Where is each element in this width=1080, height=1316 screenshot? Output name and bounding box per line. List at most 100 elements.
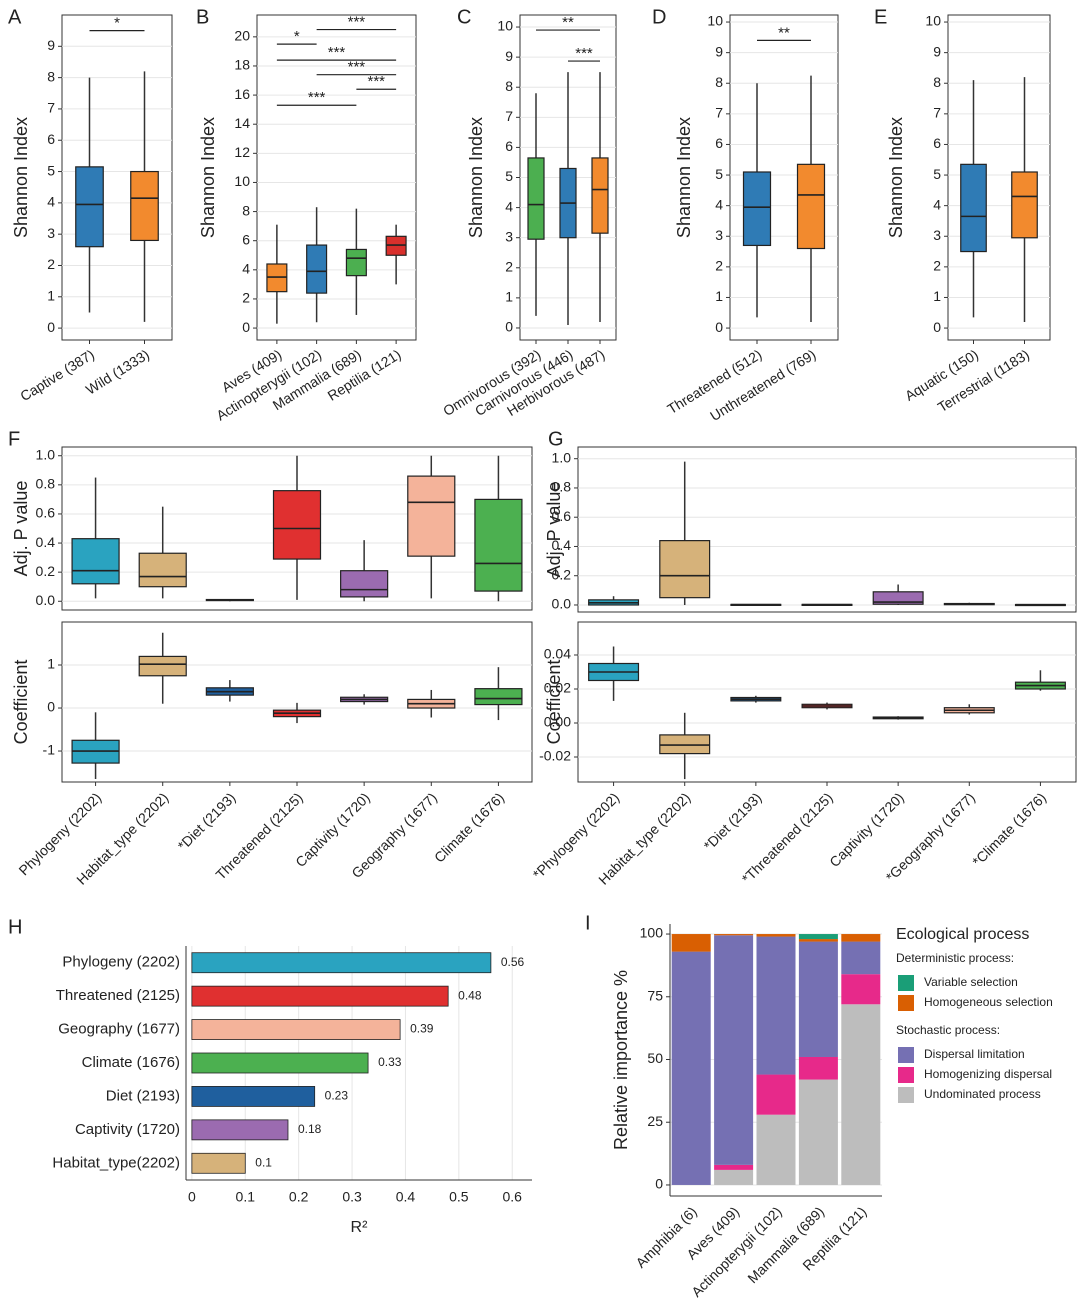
- y-axis-label: Adj. P value: [544, 482, 564, 578]
- y-tick-label: 10: [925, 13, 941, 29]
- bar-segment: [714, 1169, 754, 1185]
- y-tick-label: 0: [715, 319, 723, 335]
- y-axis-label: Relative importance %: [611, 970, 631, 1150]
- box-body: [591, 157, 609, 234]
- box-body: [872, 591, 924, 605]
- bar: [191, 952, 492, 974]
- panel-label: B: [196, 6, 209, 28]
- x-tick-label: Captivity (1720): [826, 789, 907, 870]
- significance-label: ***: [308, 89, 326, 106]
- panel-label: C: [457, 6, 471, 28]
- legend-label: Homogeneous selection: [924, 995, 1053, 1009]
- legend-swatch: [898, 975, 914, 991]
- y-tick-label: 0.8: [552, 479, 572, 495]
- y-tick-label: 9: [715, 43, 723, 59]
- box-body: [272, 490, 322, 560]
- y-tick-label: 0.0: [552, 596, 572, 612]
- value-label: 0.1: [255, 1155, 272, 1169]
- significance-label: **: [562, 14, 574, 31]
- plot-frame: [577, 621, 1077, 783]
- legend-swatch: [898, 1087, 914, 1103]
- box-body: [306, 244, 328, 294]
- y-tick-label: 0.4: [552, 537, 572, 553]
- x-tick-label: Climate (1676): [431, 789, 507, 865]
- y-tick-label: 50: [647, 1050, 663, 1066]
- bar-segment: [798, 934, 838, 940]
- bar: [191, 985, 449, 1007]
- y-tick-label: 3: [715, 227, 723, 243]
- bar-segment: [841, 974, 881, 1005]
- box-body: [130, 170, 159, 242]
- plot-frame: [61, 621, 533, 783]
- y-tick-label: 10: [234, 173, 250, 189]
- y-tick-label: 16: [234, 86, 250, 102]
- y-tick-label: 0.04: [544, 646, 571, 662]
- y-tick-label: 7: [505, 108, 513, 124]
- y-tick-label: 0.00: [544, 714, 571, 730]
- y-tick-label: 0.8: [36, 476, 56, 492]
- y-tick-label: 7: [933, 105, 941, 121]
- y-tick-label: 9: [933, 43, 941, 59]
- y-tick-label: -1: [43, 742, 56, 758]
- x-tick-label: 0.3: [342, 1189, 362, 1205]
- y-tick-label: 0: [242, 319, 250, 335]
- bar-segment: [671, 934, 711, 952]
- x-tick-label: 0.4: [396, 1189, 416, 1205]
- y-tick-label: 2: [242, 290, 250, 306]
- y-axis-label: Coefficient: [11, 660, 31, 745]
- significance-label: *: [294, 28, 300, 45]
- legend-label: Dispersal limitation: [924, 1047, 1025, 1061]
- value-label: 0.23: [325, 1089, 349, 1103]
- x-tick-label: Captive (387): [17, 346, 97, 404]
- box-body: [138, 655, 187, 677]
- y-tick-label: 4: [715, 196, 723, 212]
- x-tick-label: *Diet (2193): [700, 789, 764, 853]
- y-tick-label: 5: [47, 162, 55, 178]
- box-body: [340, 570, 389, 598]
- y-tick-label: 1: [505, 289, 513, 305]
- y-tick-label: 2: [933, 258, 941, 274]
- plot-frame: [577, 446, 1077, 613]
- y-tick-label: 9: [505, 48, 513, 64]
- y-axis-label: Coefficient: [544, 660, 564, 745]
- value-label: 0.39: [410, 1022, 434, 1036]
- bar-segment: [714, 935, 754, 1165]
- y-tick-label: 6: [933, 135, 941, 151]
- y-axis-label: Shannon Index: [198, 117, 218, 238]
- y-tick-label: Diet (2193): [106, 1087, 180, 1104]
- y-tick-label: 0.2: [36, 563, 56, 579]
- y-tick-label: 18: [234, 57, 250, 73]
- y-tick-label: 1.0: [36, 446, 56, 462]
- y-axis-label: Shannon Index: [886, 117, 906, 238]
- y-tick-label: 10: [707, 13, 723, 29]
- y-tick-label: 8: [47, 68, 55, 84]
- significance-label: **: [778, 24, 790, 41]
- y-tick-label: Habitat_type(2202): [52, 1154, 180, 1171]
- x-tick-label: 0: [188, 1189, 196, 1205]
- x-tick-label: Amphibia (6): [632, 1203, 699, 1270]
- y-tick-label: 3: [505, 228, 513, 244]
- y-tick-label: 7: [715, 105, 723, 121]
- x-tick-label: 0.2: [289, 1189, 309, 1205]
- y-tick-label: 6: [715, 135, 723, 151]
- y-tick-label: 0: [933, 319, 941, 335]
- bar-segment: [841, 941, 881, 975]
- y-tick-label: 100: [640, 925, 664, 941]
- legend-group-title: Deterministic process:: [896, 951, 1014, 965]
- y-tick-label: Phylogeny (2202): [62, 954, 180, 971]
- significance-label: ***: [348, 59, 366, 76]
- y-tick-label: 4: [933, 196, 941, 212]
- y-tick-label: 8: [505, 78, 513, 94]
- y-tick-label: 3: [47, 225, 55, 241]
- y-tick-label: 6: [47, 131, 55, 147]
- y-tick-label: 0.6: [36, 505, 56, 521]
- y-tick-label: 5: [505, 168, 513, 184]
- y-tick-label: 2: [47, 256, 55, 272]
- box-body: [138, 552, 187, 588]
- y-tick-label: 1: [715, 288, 723, 304]
- x-axis-label: R²: [351, 1219, 369, 1236]
- significance-label: ***: [348, 14, 366, 31]
- legend-group-title: Stochastic process:: [896, 1023, 1000, 1037]
- panel-label: I: [585, 912, 591, 934]
